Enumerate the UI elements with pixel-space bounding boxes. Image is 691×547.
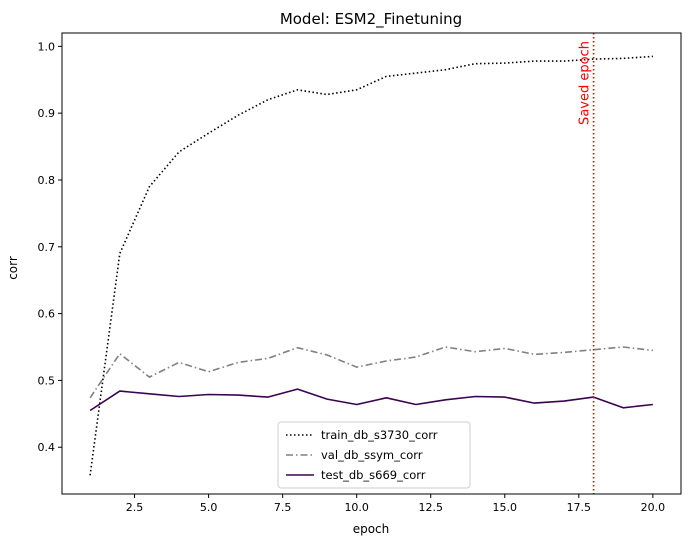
x-tick-label: 15.0 — [493, 501, 518, 514]
legend-label-test_db_s669_corr: test_db_s669_corr — [321, 468, 426, 482]
plot-frame — [61, 32, 682, 495]
series-line-val_db_ssym_corr — [89, 346, 653, 399]
x-axis-label: epoch — [353, 522, 390, 536]
legend: train_db_s3730_corr val_db_ssym_corr test_… — [277, 421, 471, 489]
legend-box — [277, 421, 471, 489]
x-tick-label: 10.0 — [344, 501, 369, 514]
x-tick-label: 20.0 — [641, 501, 666, 514]
x-tick-label: 12.5 — [418, 501, 443, 514]
x-tick-label: 7.5 — [274, 501, 292, 514]
x-tick-label: 2.5 — [126, 501, 144, 514]
y-tick-label: 0.7 — [38, 241, 56, 254]
y-tick-label: 1.0 — [38, 40, 56, 53]
y-tick-label: 0.8 — [38, 174, 56, 187]
y-tick-label: 0.4 — [38, 441, 56, 454]
series-line-test_db_s669_corr — [89, 388, 653, 412]
legend-label-train_db_s3730_corr: train_db_s3730_corr — [321, 428, 438, 442]
legend-label-val_db_ssym_corr: val_db_ssym_corr — [321, 448, 423, 462]
y-axis-label: corr — [6, 256, 20, 280]
saved-epoch-label: Saved epoch — [578, 41, 593, 125]
x-tick-label: 17.5 — [567, 501, 592, 514]
series-line-train_db_s3730_corr — [89, 55, 653, 476]
y-tick-label: 0.9 — [38, 107, 56, 120]
y-tick-label: 0.6 — [38, 308, 56, 321]
y-tick-label: 0.5 — [38, 374, 56, 387]
chart-title: Model: ESM2_Finetuning — [280, 10, 462, 29]
x-tick-label: 5.0 — [200, 501, 218, 514]
